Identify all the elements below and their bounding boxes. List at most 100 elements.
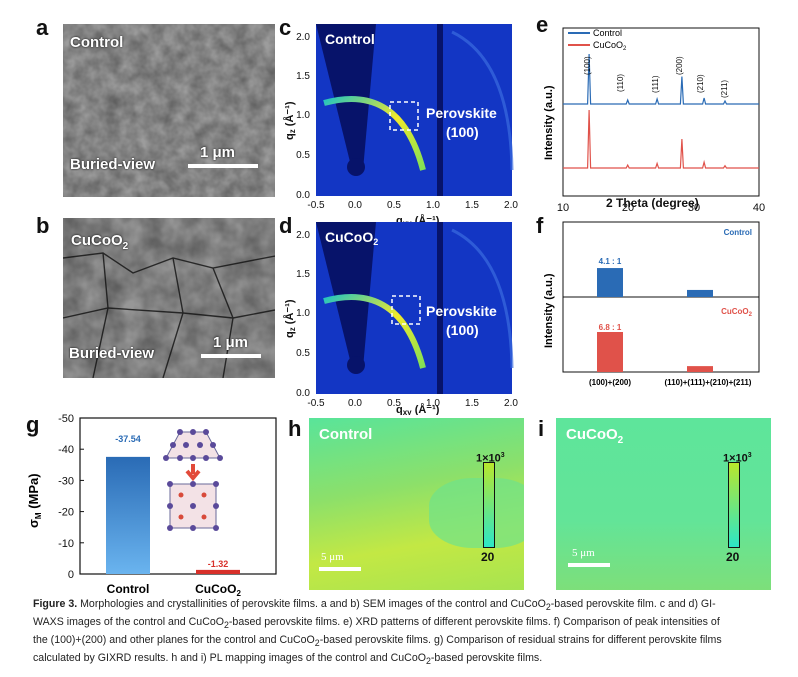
caption-text: -based perovskite films. e) XRD patterns…: [228, 616, 720, 629]
peak-label-100: (100): [583, 56, 592, 75]
x-tick: -0.5: [307, 398, 325, 409]
panel-label-g: g: [26, 412, 40, 437]
y-tick: -40: [58, 444, 74, 456]
panel-label-a: a: [36, 15, 49, 40]
sem-image-cucoo2: CuCoO2 1 μm Buried-view: [63, 218, 275, 378]
y-axis-label: Intensity (a.u.): [543, 85, 555, 160]
bar-cucoo2-other: [687, 366, 713, 372]
y-tick: 1.5: [296, 269, 310, 280]
bar-cucoo2-main: [597, 332, 623, 372]
lattice-icon-bottom: [167, 481, 219, 531]
scale-bar: [568, 563, 610, 567]
colorbar-max: 1×103: [723, 452, 752, 465]
pl-title: CuCoO2: [566, 426, 624, 446]
caption-text: Morphologies and crystallinities of pero…: [77, 598, 546, 610]
series-tag-control: Control: [724, 228, 752, 237]
x-tick: 40: [753, 202, 765, 214]
peak-index: (100): [446, 124, 479, 140]
bar-control-other: [687, 289, 713, 297]
y-tick: 0: [68, 569, 74, 581]
y-axis-label: Intensity (a.u.): [543, 273, 555, 348]
scale-bar: [201, 354, 261, 358]
xrd-series-control: [563, 53, 759, 105]
bar-control-main: [597, 268, 623, 297]
y-tick: 2.0: [296, 32, 310, 43]
category-label: (110)+(111)+(210)+(211): [665, 378, 752, 387]
peak-label-200: (200): [675, 56, 684, 75]
panel-label-b: b: [36, 213, 50, 238]
pl-map-control: Control 1×103 20 5 μm: [309, 418, 524, 590]
giwaxs-cucoo2: CuCoO2 Perovskite (100) 0.0 0.5 1.0 1.5 …: [283, 222, 518, 415]
y-tick: -20: [58, 507, 74, 519]
y-tick: 0.0: [296, 388, 310, 399]
caption-sub: 2: [545, 602, 551, 613]
panel-label-h: h: [288, 416, 302, 441]
bar-control: [106, 456, 150, 574]
y-axis-label: qz (Å⁻¹): [283, 101, 297, 140]
legend-control: Control: [593, 28, 622, 38]
giwaxs-title: CuCoO2: [325, 229, 378, 247]
x-tick: 10: [557, 202, 569, 214]
x-tick: 0.5: [387, 398, 401, 409]
ratio-control: 4.1 : 1: [599, 257, 622, 266]
x-tick: 0.0: [348, 398, 362, 409]
peak-index: (100): [446, 322, 479, 338]
y-tick: -50: [58, 413, 74, 425]
peak-label-211: (211): [720, 80, 729, 98]
y-tick: 2.0: [296, 230, 310, 241]
value-label-control: -37.54: [115, 434, 141, 444]
peak-label: Perovskite: [426, 303, 497, 319]
pl-region: [429, 478, 524, 548]
peak-label-210: (210): [696, 74, 705, 93]
value-label-cucoo2: -1.32: [208, 559, 229, 569]
caption-text: the (100)+(200) and other planes for the…: [33, 634, 315, 647]
scale-bar-label: 5 μm: [321, 551, 344, 563]
sem-texture: [63, 24, 275, 197]
sem-title: CuCoO2: [71, 232, 128, 252]
scale-bar: [319, 567, 361, 571]
caption-text: -based perovskite film. c and d) GI-: [550, 598, 716, 610]
residual-strain-chart: -50 -40 -30 -20 -10 0 -37.54 -1.32 Control Cu…: [26, 413, 277, 596]
pl-map-cucoo2: CuCoO2 1×103 20 5 μm: [556, 418, 771, 590]
x-tick: -0.5: [307, 200, 325, 211]
lattice-icon-top: [163, 429, 223, 461]
arrow-down-icon: [185, 464, 201, 482]
bar-cucoo2: [196, 569, 240, 574]
scale-bar-label: 1 μm: [200, 144, 236, 161]
caption-text: -based perovskite films. g) Comparison o…: [319, 634, 722, 647]
scale-bar: [188, 164, 258, 168]
panel-label-i: i: [538, 416, 545, 441]
x-tick: 1.0: [426, 200, 440, 211]
caption-figure-number: Figure 3.: [33, 598, 78, 610]
x-tick: 30: [688, 202, 700, 214]
panel-label-d: d: [279, 213, 293, 238]
view-label: Buried-view: [70, 156, 156, 173]
caption-text: -based perovskite films.: [430, 652, 543, 665]
series-tag-cucoo2: CuCoO2: [721, 307, 753, 318]
caption-sub: 2: [425, 656, 431, 667]
xrd-chart: Control CuCoO2 (100) (110) (111) (200) (…: [543, 27, 765, 214]
colorbar: [483, 462, 495, 548]
x-tick: 1.5: [465, 200, 479, 211]
x-tick: 2.0: [504, 398, 518, 409]
colorbar-max: 1×103: [476, 452, 505, 465]
colorbar-min: 20: [726, 550, 740, 564]
scale-bar-label: 1 μm: [213, 334, 249, 351]
giwaxs-title: Control: [325, 31, 375, 47]
figure-caption: Figure 3. Morphologies and crystalliniti…: [33, 597, 773, 669]
y-axis-label: σM (MPa): [26, 473, 43, 528]
y-tick: 0.5: [296, 150, 310, 161]
panel-label-e: e: [536, 12, 549, 37]
y-tick: 0.0: [296, 190, 310, 201]
x-tick: 1.5: [465, 398, 479, 409]
giwaxs-control: Control Perovskite (100) 0.0 0.5 1.0 1.5…: [283, 24, 518, 228]
xrd-legend: Control CuCoO2: [568, 28, 627, 52]
category-control: Control: [107, 582, 150, 596]
x-axis-label: 2 Theta (degree): [606, 196, 699, 210]
panel-label-f: f: [536, 213, 544, 238]
title-text: CuCoO: [71, 232, 123, 249]
x-tick: 20: [622, 202, 634, 214]
caption-sub: 2: [223, 620, 229, 631]
x-tick: 0.5: [387, 200, 401, 211]
peak-label-111: (111): [651, 75, 660, 93]
